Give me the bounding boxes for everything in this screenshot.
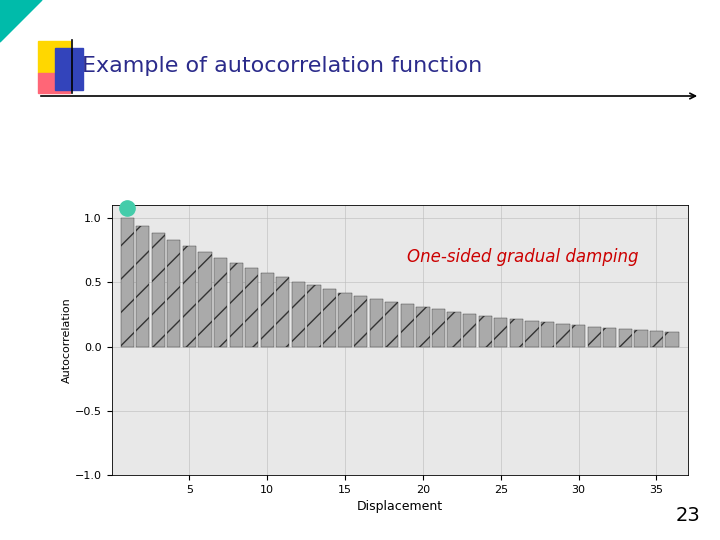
X-axis label: Displacement: Displacement — [356, 501, 443, 514]
Bar — [618, 329, 632, 347]
Bar — [603, 328, 616, 347]
Bar — [55, 48, 83, 90]
Bar — [650, 331, 663, 347]
Bar — [634, 330, 647, 347]
Bar — [385, 302, 398, 347]
Bar — [494, 318, 508, 347]
Bar — [167, 240, 181, 347]
Bar — [447, 312, 461, 347]
Y-axis label: Autocorrelation: Autocorrelation — [62, 298, 72, 383]
Bar — [152, 233, 165, 347]
Bar — [230, 264, 243, 347]
Bar — [588, 327, 600, 347]
Text: One-sided gradual damping: One-sided gradual damping — [408, 248, 639, 266]
Bar — [510, 319, 523, 347]
Bar — [307, 286, 320, 347]
Bar — [572, 325, 585, 347]
Text: Example of autocorrelation function: Example of autocorrelation function — [82, 56, 482, 76]
Text: 23: 23 — [675, 506, 700, 525]
Bar — [292, 281, 305, 347]
Bar — [120, 218, 134, 347]
Bar — [401, 305, 414, 347]
Bar — [354, 296, 367, 347]
Polygon shape — [0, 0, 42, 42]
Bar — [136, 226, 149, 347]
Bar — [183, 246, 196, 347]
Bar — [338, 293, 352, 347]
Bar — [463, 314, 476, 347]
Bar — [541, 322, 554, 347]
Bar — [557, 324, 570, 347]
Bar — [323, 289, 336, 347]
Bar — [214, 258, 228, 347]
Bar — [38, 41, 70, 73]
Bar — [261, 273, 274, 347]
Bar — [432, 309, 445, 347]
Bar — [526, 321, 539, 347]
Bar — [38, 73, 70, 93]
Bar — [199, 252, 212, 347]
Bar — [245, 268, 258, 347]
Bar — [276, 278, 289, 347]
Bar — [665, 332, 679, 347]
Bar — [416, 307, 430, 347]
Bar — [479, 316, 492, 347]
Bar — [369, 299, 383, 347]
